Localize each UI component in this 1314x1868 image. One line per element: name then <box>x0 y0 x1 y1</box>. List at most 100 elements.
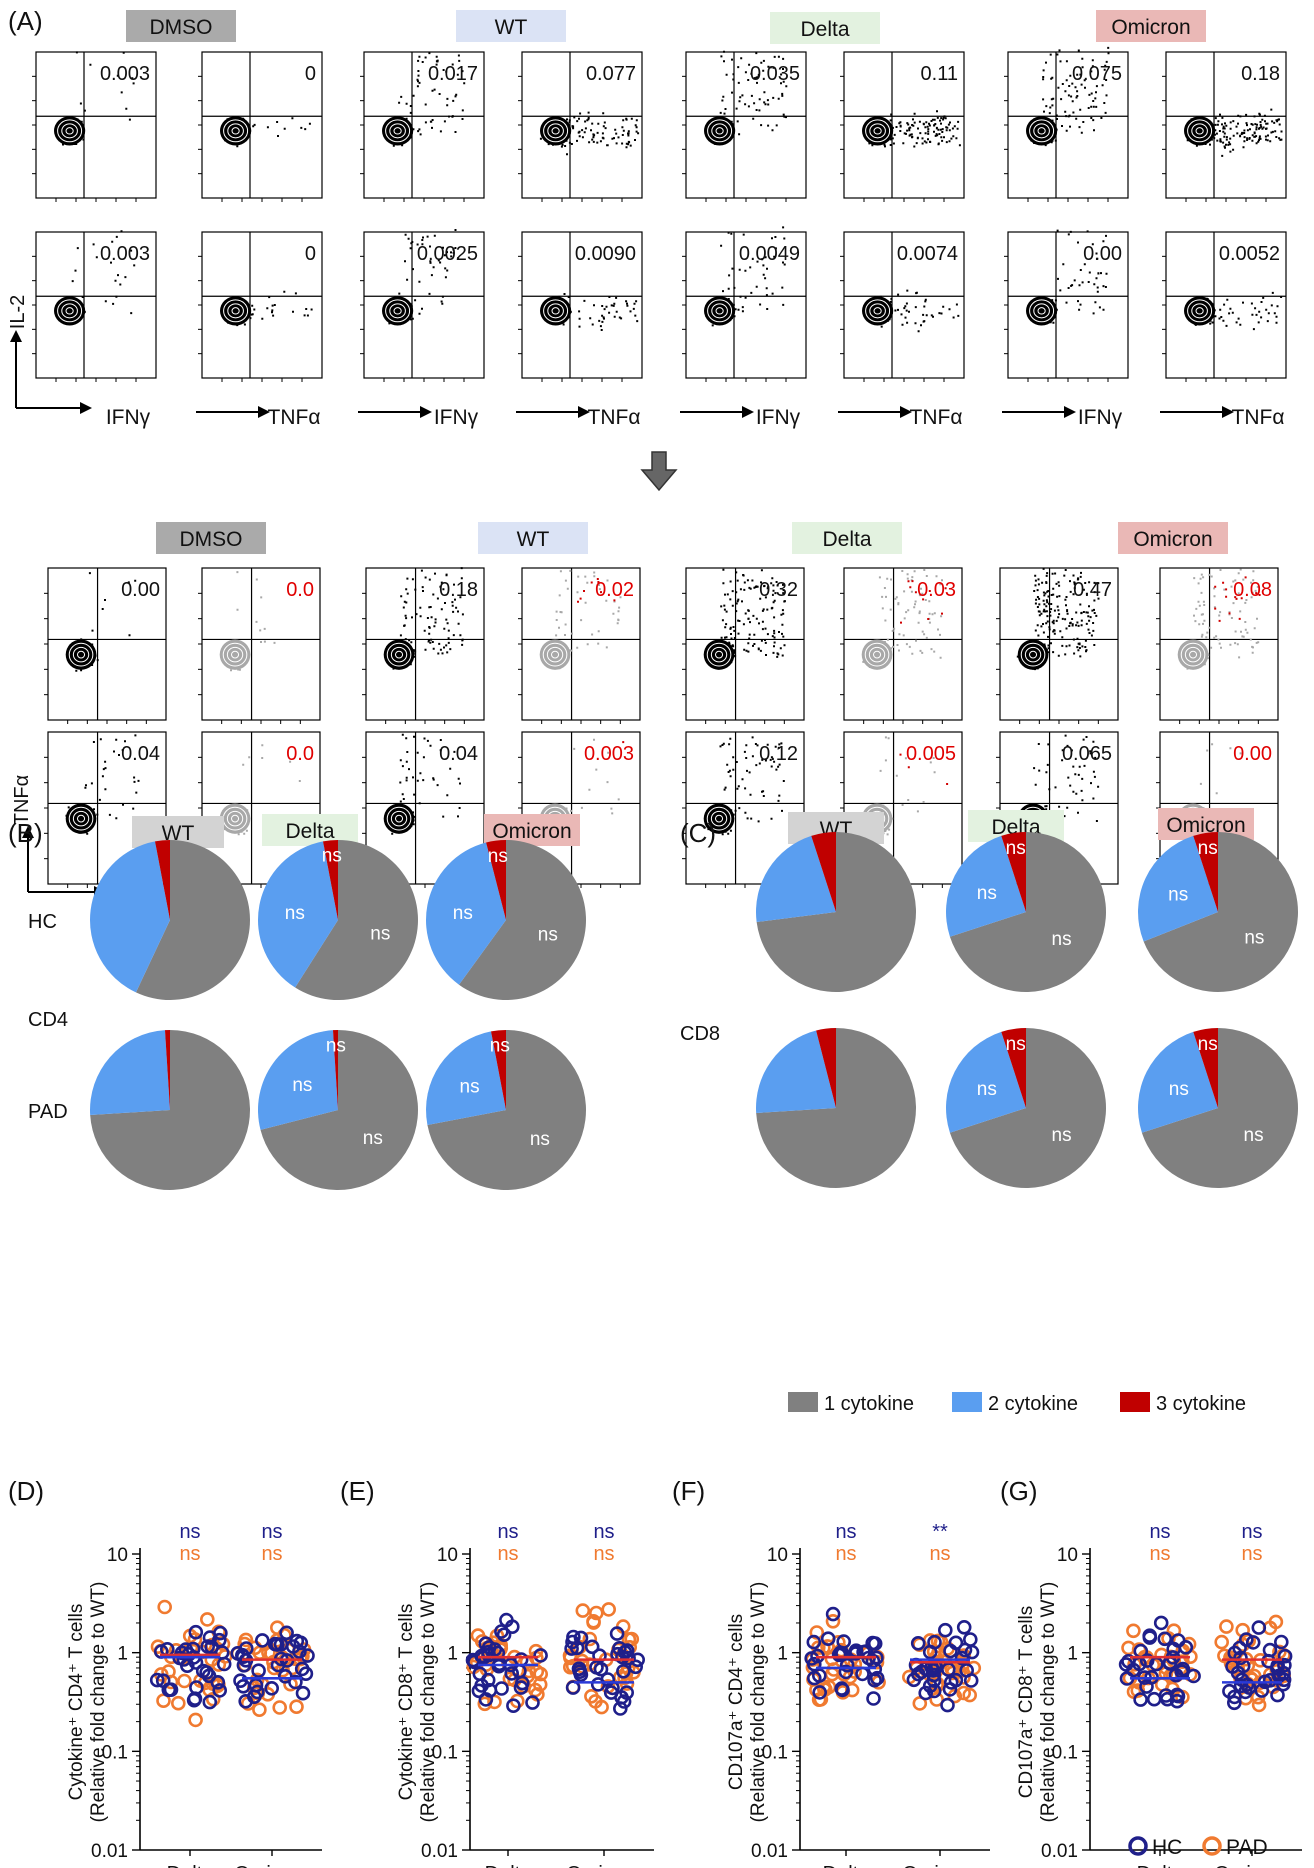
hc-point <box>866 1691 881 1706</box>
hc-point <box>616 1664 631 1679</box>
hc-point <box>834 1681 850 1696</box>
density-contour <box>707 299 733 323</box>
x-axis-arrowhead <box>900 406 912 418</box>
density-contour <box>61 123 78 139</box>
y-tick-label: 1 <box>117 1644 128 1665</box>
density-contour <box>873 127 882 135</box>
quadrant-frequency: 0.00 <box>1083 243 1122 265</box>
hc-point <box>1227 1695 1242 1711</box>
pad-point <box>601 1602 617 1617</box>
hc-point <box>838 1664 854 1680</box>
hc-point <box>478 1636 494 1651</box>
x-axis-arrowhead <box>1222 406 1234 418</box>
pie-significance: ns <box>322 846 342 867</box>
y-axis-label: Cytokine⁺ CD8⁺ T cells <box>396 1604 417 1801</box>
quadrant-frequency: 0.0 <box>286 743 314 765</box>
quadrant-frequency: 0.00 <box>121 579 160 601</box>
hc-point <box>180 1658 195 1673</box>
density-core <box>219 639 251 670</box>
hc-point <box>249 1684 265 1700</box>
group-label: DMSO <box>150 16 213 39</box>
y-tick-label: 0.01 <box>751 1841 788 1862</box>
pie-slice-one <box>427 1030 587 1190</box>
density-core <box>54 116 86 146</box>
x-axis-arrowhead <box>1064 406 1076 418</box>
quadrant-frequency: 0.035 <box>750 63 800 85</box>
pie-slice-one <box>295 840 418 1001</box>
hc-point <box>616 1694 632 1709</box>
density-core <box>703 803 735 834</box>
hc-point <box>943 1643 958 1659</box>
pad-point <box>575 1603 591 1618</box>
y-axis-label: (Relative fold change to WT) <box>88 1582 109 1823</box>
quadrant-frequency: 0.00 <box>1233 743 1272 765</box>
density-contour <box>715 307 724 315</box>
x-axis-arrowhead <box>742 406 754 418</box>
hc-point <box>571 1661 587 1677</box>
pie-slice-two <box>1138 1031 1218 1133</box>
y-tick-label: 10 <box>107 1545 128 1566</box>
x-axis-label: IFNγ <box>434 406 479 429</box>
density-contour <box>385 119 411 143</box>
hc-point <box>279 1625 294 1641</box>
density-contour <box>389 303 406 319</box>
hc-point <box>1133 1692 1148 1707</box>
density-core <box>219 803 251 834</box>
panel-letter: (B) <box>8 818 43 848</box>
density-contour <box>869 303 886 319</box>
quadrant-frequency: 0.005 <box>906 743 956 765</box>
dot-panel: 10 1 0.1 0.01 CD107a⁺ CD4⁺ cells (Relative fo… <box>726 1521 990 1868</box>
x-axis-label: TNFα <box>910 406 963 429</box>
density-contour <box>231 650 240 659</box>
density-core <box>1177 639 1209 670</box>
x-axis-arrowhead <box>258 406 270 418</box>
group-label-box <box>792 522 902 554</box>
density-contour <box>77 650 86 659</box>
pie-slice-two <box>426 1031 506 1125</box>
significance-hc: ns <box>1149 1521 1170 1543</box>
density-contour <box>65 307 74 315</box>
quadrant-frequency: 0 <box>305 243 316 265</box>
density-contour <box>68 806 94 831</box>
pad-point <box>188 1712 203 1728</box>
hc-point <box>264 1681 280 1696</box>
density-contour <box>551 127 560 135</box>
quadrant-frequency: 0.08 <box>1233 579 1272 601</box>
pie-significance: ns <box>977 1079 997 1100</box>
hc-point <box>811 1668 827 1683</box>
hc-point <box>869 1670 885 1686</box>
x-axis-label: IFNγ <box>756 406 801 429</box>
significance-hc: ns <box>261 1521 282 1543</box>
group-label: Omicron <box>1166 814 1245 837</box>
pad-point <box>177 1673 192 1689</box>
density-contour <box>72 646 90 663</box>
density-contour <box>551 650 560 659</box>
hc-point <box>494 1681 509 1696</box>
x-tick-label: Omicron <box>234 1863 310 1868</box>
pad-point <box>929 1692 945 1707</box>
pad-point <box>962 1687 978 1703</box>
density-contour <box>393 307 402 315</box>
down-arrow <box>640 451 678 492</box>
pie-slice-three <box>332 1030 338 1110</box>
triple-positive-events <box>1214 576 1261 622</box>
pie-slice-three <box>323 840 338 920</box>
pie-slice-three <box>491 1030 506 1110</box>
density-contour <box>543 119 569 143</box>
hc-point <box>496 1627 512 1642</box>
pie-slice-two <box>946 1031 1026 1133</box>
pie-slice-one <box>1143 832 1299 992</box>
y-tick-label: 1 <box>777 1644 788 1665</box>
density-contour <box>227 123 244 139</box>
legend-label-pad: PAD <box>1226 1836 1268 1859</box>
density-contour <box>1184 646 1202 663</box>
quadrant-frequency: 0.003 <box>584 743 634 765</box>
hc-point <box>293 1635 309 1651</box>
pie-slice-one <box>756 1028 917 1188</box>
hc-point <box>1158 1688 1174 1703</box>
quadrant-frequency: 0.18 <box>439 579 478 601</box>
x-tick-label: Delta <box>485 1863 533 1868</box>
density-core <box>382 296 414 326</box>
hc-point <box>1233 1678 1249 1694</box>
density-contour <box>231 127 240 135</box>
